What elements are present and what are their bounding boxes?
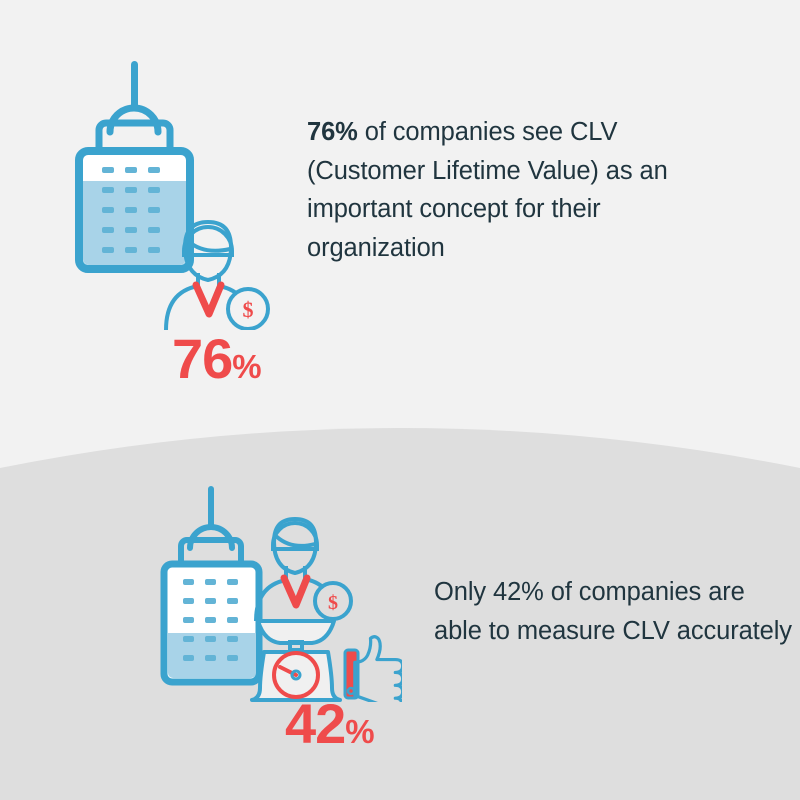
- weighing-scale-icon: [250, 619, 342, 702]
- thumbs-up-icon: [343, 635, 402, 702]
- illustration-group-clv-measurement: $: [160, 486, 402, 702]
- person-with-coin-icon: $: [254, 516, 353, 622]
- shopping-bag-icon: [75, 61, 194, 273]
- dollar-coin-icon: $: [243, 297, 254, 322]
- shopping-bag-icon: [160, 486, 263, 686]
- percent-callout-42: 42%: [285, 696, 375, 752]
- percent-number-76: 76: [172, 327, 233, 390]
- stat-body-2: Only 42% of companies are able to measur…: [434, 578, 792, 645]
- bag-pattern: [102, 167, 160, 253]
- stat-text-clv-importance: 76% of companies see CLV (Customer Lifet…: [307, 113, 727, 267]
- illustration-group-clv-importance: $: [75, 61, 270, 330]
- bag-pattern: [183, 579, 238, 661]
- stat-body-1: of companies see CLV (Customer Lifetime …: [307, 118, 668, 262]
- dollar-coin-icon: $: [328, 592, 338, 614]
- percent-number-42: 42: [285, 692, 346, 755]
- person-with-coin-icon: $: [164, 219, 270, 330]
- percent-symbol-42: %: [345, 713, 375, 750]
- stat-lead-76: 76%: [307, 118, 358, 146]
- stat-text-clv-measurement: Only 42% of companies are able to measur…: [434, 573, 794, 650]
- percent-callout-76: 76%: [172, 331, 262, 387]
- percent-symbol-76: %: [232, 348, 262, 385]
